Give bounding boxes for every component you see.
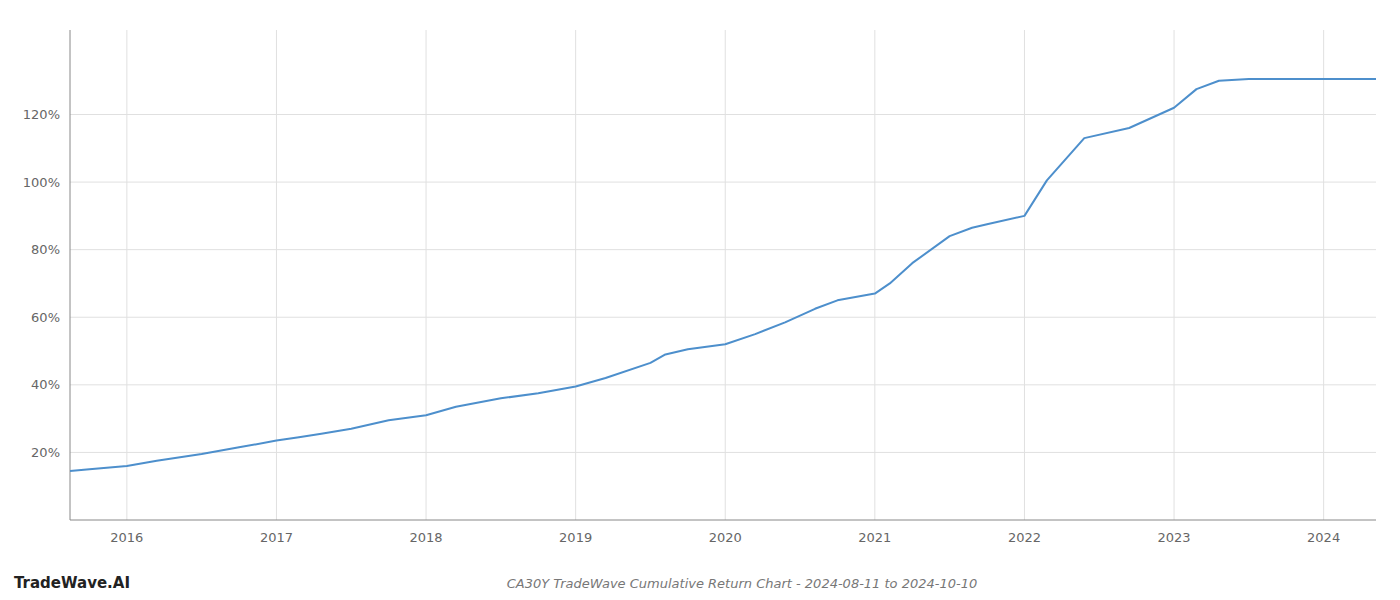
y-grid-line bbox=[70, 249, 1376, 250]
x-grid-line bbox=[874, 30, 875, 520]
x-grid-line bbox=[1323, 30, 1324, 520]
y-tick-label: 20% bbox=[31, 445, 60, 460]
ticks: 2016 2017 2018 2019 2020 2021 2022 2023 2024 20% 4… bbox=[23, 107, 1340, 545]
x-grid-line bbox=[575, 30, 576, 520]
x-tick-label: 2024 bbox=[1307, 530, 1340, 545]
plot-area bbox=[70, 79, 1376, 471]
x-tick-label: 2016 bbox=[110, 530, 143, 545]
x-grid-line bbox=[1024, 30, 1025, 520]
x-grid-line bbox=[725, 30, 726, 520]
x-tick-label: 2023 bbox=[1157, 530, 1190, 545]
x-grid-line bbox=[276, 30, 277, 520]
line bbox=[70, 79, 1376, 471]
y-tick-label: 100% bbox=[23, 175, 60, 190]
x-grid-line bbox=[1174, 30, 1175, 520]
x-tick-label: 2017 bbox=[260, 530, 293, 545]
y-grid-line bbox=[70, 317, 1376, 318]
x-tick-label: 2022 bbox=[1008, 530, 1041, 545]
y-tick-label: 60% bbox=[31, 310, 60, 325]
y-grid-line bbox=[70, 182, 1376, 183]
x-tick-label: 2020 bbox=[709, 530, 742, 545]
x-tick-label: 2021 bbox=[858, 530, 891, 545]
y-grid-line bbox=[70, 384, 1376, 385]
y-tick-label: 120% bbox=[23, 107, 60, 122]
grid bbox=[70, 30, 1376, 520]
watermark: TradeWave.AI bbox=[14, 574, 130, 592]
y-axis-line bbox=[70, 30, 71, 520]
title: CA30Y TradeWave Cumulative Return Chart … bbox=[507, 576, 978, 591]
x-grid-line bbox=[126, 30, 127, 520]
y-tick-label: 80% bbox=[31, 242, 60, 257]
chart: 2016 2017 2018 2019 2020 2021 2022 2023 2024 20% 4… bbox=[0, 0, 1400, 600]
x-grid-line bbox=[426, 30, 427, 520]
x-tick-label: 2018 bbox=[409, 530, 442, 545]
y-tick-label: 40% bbox=[31, 377, 60, 392]
x-axis-line bbox=[70, 520, 1376, 521]
y-grid-line bbox=[70, 452, 1376, 453]
x-tick-label: 2019 bbox=[559, 530, 592, 545]
y-grid-line bbox=[70, 114, 1376, 115]
